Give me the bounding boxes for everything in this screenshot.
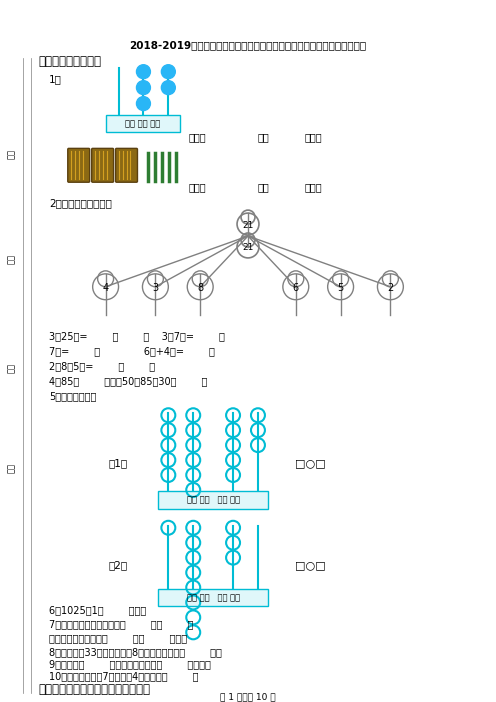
Text: 2018-2019年金华市金东区孝顺镇中心小学一年级下册数学期末测验含答案: 2018-2019年金华市金东区孝顺镇中心小学一年级下册数学期末测验含答案: [129, 40, 367, 50]
FancyBboxPatch shape: [116, 148, 137, 183]
Circle shape: [136, 97, 150, 110]
Text: 5．比数的大小。: 5．比数的大小。: [49, 391, 96, 402]
Text: 1．: 1．: [49, 74, 62, 85]
Text: 10．一个数个位是7，十位是4，这个数是        。: 10．一个数个位是7，十位是4，这个数是 。: [49, 671, 198, 681]
Text: 第 1 页，共 10 页: 第 1 页，共 10 页: [220, 693, 276, 701]
Text: 二、对号入座，选择填空（含多选）: 二、对号入座，选择填空（含多选）: [39, 682, 151, 696]
Text: 百位 十位 个位: 百位 十位 个位: [125, 119, 160, 128]
Text: 哪一位上不够减，要从        位退        再减，: 哪一位上不够减，要从 位退 再减，: [49, 633, 187, 643]
FancyBboxPatch shape: [92, 148, 114, 183]
Text: □○□: □○□: [295, 458, 325, 468]
Text: 2元8角5分=        元        角: 2元8角5分= 元 角: [49, 362, 155, 371]
Text: （2）: （2）: [109, 561, 127, 571]
Text: 十位 个位   十位 个位: 十位 个位 十位 个位: [186, 496, 240, 504]
FancyBboxPatch shape: [158, 491, 268, 509]
Text: 班级: 班级: [6, 463, 15, 473]
Text: 3: 3: [152, 283, 158, 293]
FancyBboxPatch shape: [158, 588, 268, 607]
Text: 个一: 个一: [258, 183, 270, 192]
Circle shape: [136, 81, 150, 95]
Text: 9．钟面上有        个大格，每一大格有        个小格。: 9．钟面上有 个大格，每一大格有 个小格。: [49, 659, 211, 669]
Text: （1）: （1）: [109, 458, 127, 468]
Text: 题号: 题号: [6, 150, 15, 159]
Text: 21: 21: [243, 220, 253, 230]
Text: 5: 5: [337, 283, 344, 293]
FancyBboxPatch shape: [106, 114, 180, 133]
Text: 7．哪一位上相加够十，要向        位进        ，: 7．哪一位上相加够十，要向 位进 ，: [49, 619, 193, 630]
Text: 7元=        角              6角+4角=        元: 7元= 角 6角+4角= 元: [49, 347, 215, 357]
Text: 读作：: 读作：: [305, 183, 322, 192]
Text: 21: 21: [243, 244, 253, 253]
Text: 6: 6: [293, 283, 299, 293]
Circle shape: [161, 65, 175, 79]
Circle shape: [161, 81, 175, 95]
Text: 4．85和        的差是50，85比30大        ，: 4．85和 的差是50，85比30大 ，: [49, 376, 207, 386]
Text: 2: 2: [387, 283, 393, 293]
Text: 个十和: 个十和: [188, 133, 206, 143]
Text: 8．爸爸今年33岁，小明今年8岁，爸爸比小明大        岁。: 8．爸爸今年33岁，小明今年8岁，爸爸比小明大 岁。: [49, 647, 222, 657]
Circle shape: [136, 65, 150, 79]
Text: 个十和: 个十和: [188, 183, 206, 192]
Text: 十位 个位   十位 个位: 十位 个位 十位 个位: [186, 593, 240, 602]
Text: 3．25角=        元        角    3元7角=        角: 3．25角= 元 角 3元7角= 角: [49, 331, 225, 342]
Text: 2．从左到右做加法．: 2．从左到右做加法．: [49, 198, 112, 208]
FancyBboxPatch shape: [68, 148, 90, 183]
Text: 4: 4: [103, 283, 109, 293]
Text: 姓名: 姓名: [6, 364, 15, 373]
Text: 8: 8: [197, 283, 203, 293]
Text: 个一: 个一: [258, 133, 270, 143]
Text: 一、想一想，填一填: 一、想一想，填一填: [39, 55, 102, 68]
Text: 写作：: 写作：: [305, 133, 322, 143]
Text: 分数: 分数: [6, 254, 15, 264]
Text: □○□: □○□: [295, 561, 325, 571]
Text: 6．1025的1在        位上，: 6．1025的1在 位上，: [49, 605, 146, 616]
